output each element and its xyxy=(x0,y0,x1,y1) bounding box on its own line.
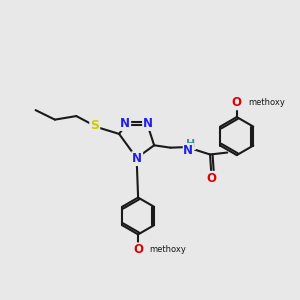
Text: S: S xyxy=(90,119,99,132)
Text: O: O xyxy=(133,243,143,256)
Text: N: N xyxy=(132,152,142,165)
Text: N: N xyxy=(120,117,130,130)
Text: N: N xyxy=(183,143,193,157)
Text: O: O xyxy=(232,96,242,109)
Text: N: N xyxy=(143,117,153,130)
Text: methoxy: methoxy xyxy=(149,245,186,254)
Text: methoxy: methoxy xyxy=(248,98,285,107)
Text: O: O xyxy=(207,172,217,185)
Text: H: H xyxy=(186,139,195,149)
